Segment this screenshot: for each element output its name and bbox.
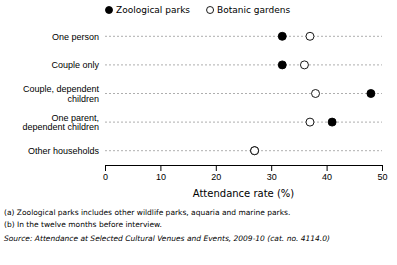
y-tick: One person [52, 32, 105, 42]
point [312, 90, 320, 98]
x-tick: 30 [267, 165, 277, 182]
point [306, 32, 314, 40]
legend-item: Botanic gardens [207, 5, 291, 15]
chart: 0 10 20 30 40 50 One person Couple only Couple, … [0, 0, 397, 265]
guide-line [105, 122, 382, 123]
series [251, 32, 375, 154]
y-tick-label-line: Other households [28, 146, 100, 156]
guide-line [105, 93, 382, 94]
point [306, 118, 314, 126]
annotation: (a) Zoological parks includes other wild… [4, 208, 290, 217]
point [328, 118, 336, 126]
x-axis-line [106, 166, 383, 172]
legend-swatch [207, 7, 214, 14]
y-tick: One parent,dependent children [22, 113, 105, 133]
marks [105, 32, 382, 154]
y-tick-label-line: One parent, [51, 113, 99, 123]
point [251, 147, 259, 155]
y-tick-label-line: children [67, 94, 99, 104]
x-tick-mark [327, 165, 328, 171]
x-tick: 40 [322, 165, 332, 182]
x-tick-label: 50 [377, 172, 387, 182]
x-axis: 0 10 20 30 40 50 [103, 165, 388, 182]
point [278, 61, 286, 69]
point [278, 32, 286, 40]
y-tick: Other households [28, 146, 105, 156]
y-tick-label-line: Couple, dependent [23, 84, 100, 94]
x-tick: 10 [156, 165, 166, 182]
x-axis-title: Attendance rate (%) [193, 188, 295, 199]
point [251, 147, 259, 155]
y-tick-label: Other households [28, 146, 100, 156]
y-tick-label: Couple, dependentchildren [23, 84, 100, 104]
legend-swatch [106, 7, 113, 14]
guide-line [105, 150, 382, 151]
y-axis: One person Couple only Couple, dependentch… [22, 32, 105, 156]
x-tick-mark [160, 165, 161, 171]
x-tick: 50 [377, 165, 387, 182]
point [300, 61, 308, 69]
y-tick-label: One parent,dependent children [22, 113, 99, 133]
guide-line [105, 64, 382, 65]
series [251, 32, 320, 154]
legend: Zoological parks Botanic gardens [106, 5, 291, 15]
x-tick-label: 40 [322, 172, 332, 182]
y-tick: Couple, dependentchildren [23, 84, 105, 104]
y-tick-label-line: Couple only [51, 60, 99, 70]
x-tick-mark [382, 165, 383, 171]
legend-item: Zoological parks [106, 5, 191, 15]
x-tick: 0 [103, 165, 108, 182]
x-tick: 20 [211, 165, 221, 182]
annotation: Source: Attendance at Selected Cultural … [4, 234, 330, 243]
point [367, 90, 375, 98]
x-tick-label: 30 [267, 172, 277, 182]
x-tick-mark [216, 165, 217, 171]
legend-label: Botanic gardens [217, 5, 290, 15]
x-tick-mark [105, 165, 106, 171]
x-tick-label: 20 [211, 172, 221, 182]
y-tick-label-line: dependent children [22, 122, 99, 132]
y-tick-label: Couple only [51, 60, 99, 70]
x-tick-label: 10 [156, 172, 166, 182]
x-tick-mark [271, 165, 272, 171]
y-tick-label: One person [52, 32, 99, 42]
guide-line [105, 36, 382, 37]
plot: 0 10 20 30 40 50 One person Couple only Couple, … [22, 32, 387, 183]
annotation: (b) In the twelve months before intervie… [4, 220, 162, 229]
y-tick: Couple only [51, 60, 105, 70]
legend-label: Zoological parks [116, 5, 190, 15]
y-tick-label-line: One person [52, 32, 99, 42]
x-tick-label: 0 [103, 172, 108, 182]
